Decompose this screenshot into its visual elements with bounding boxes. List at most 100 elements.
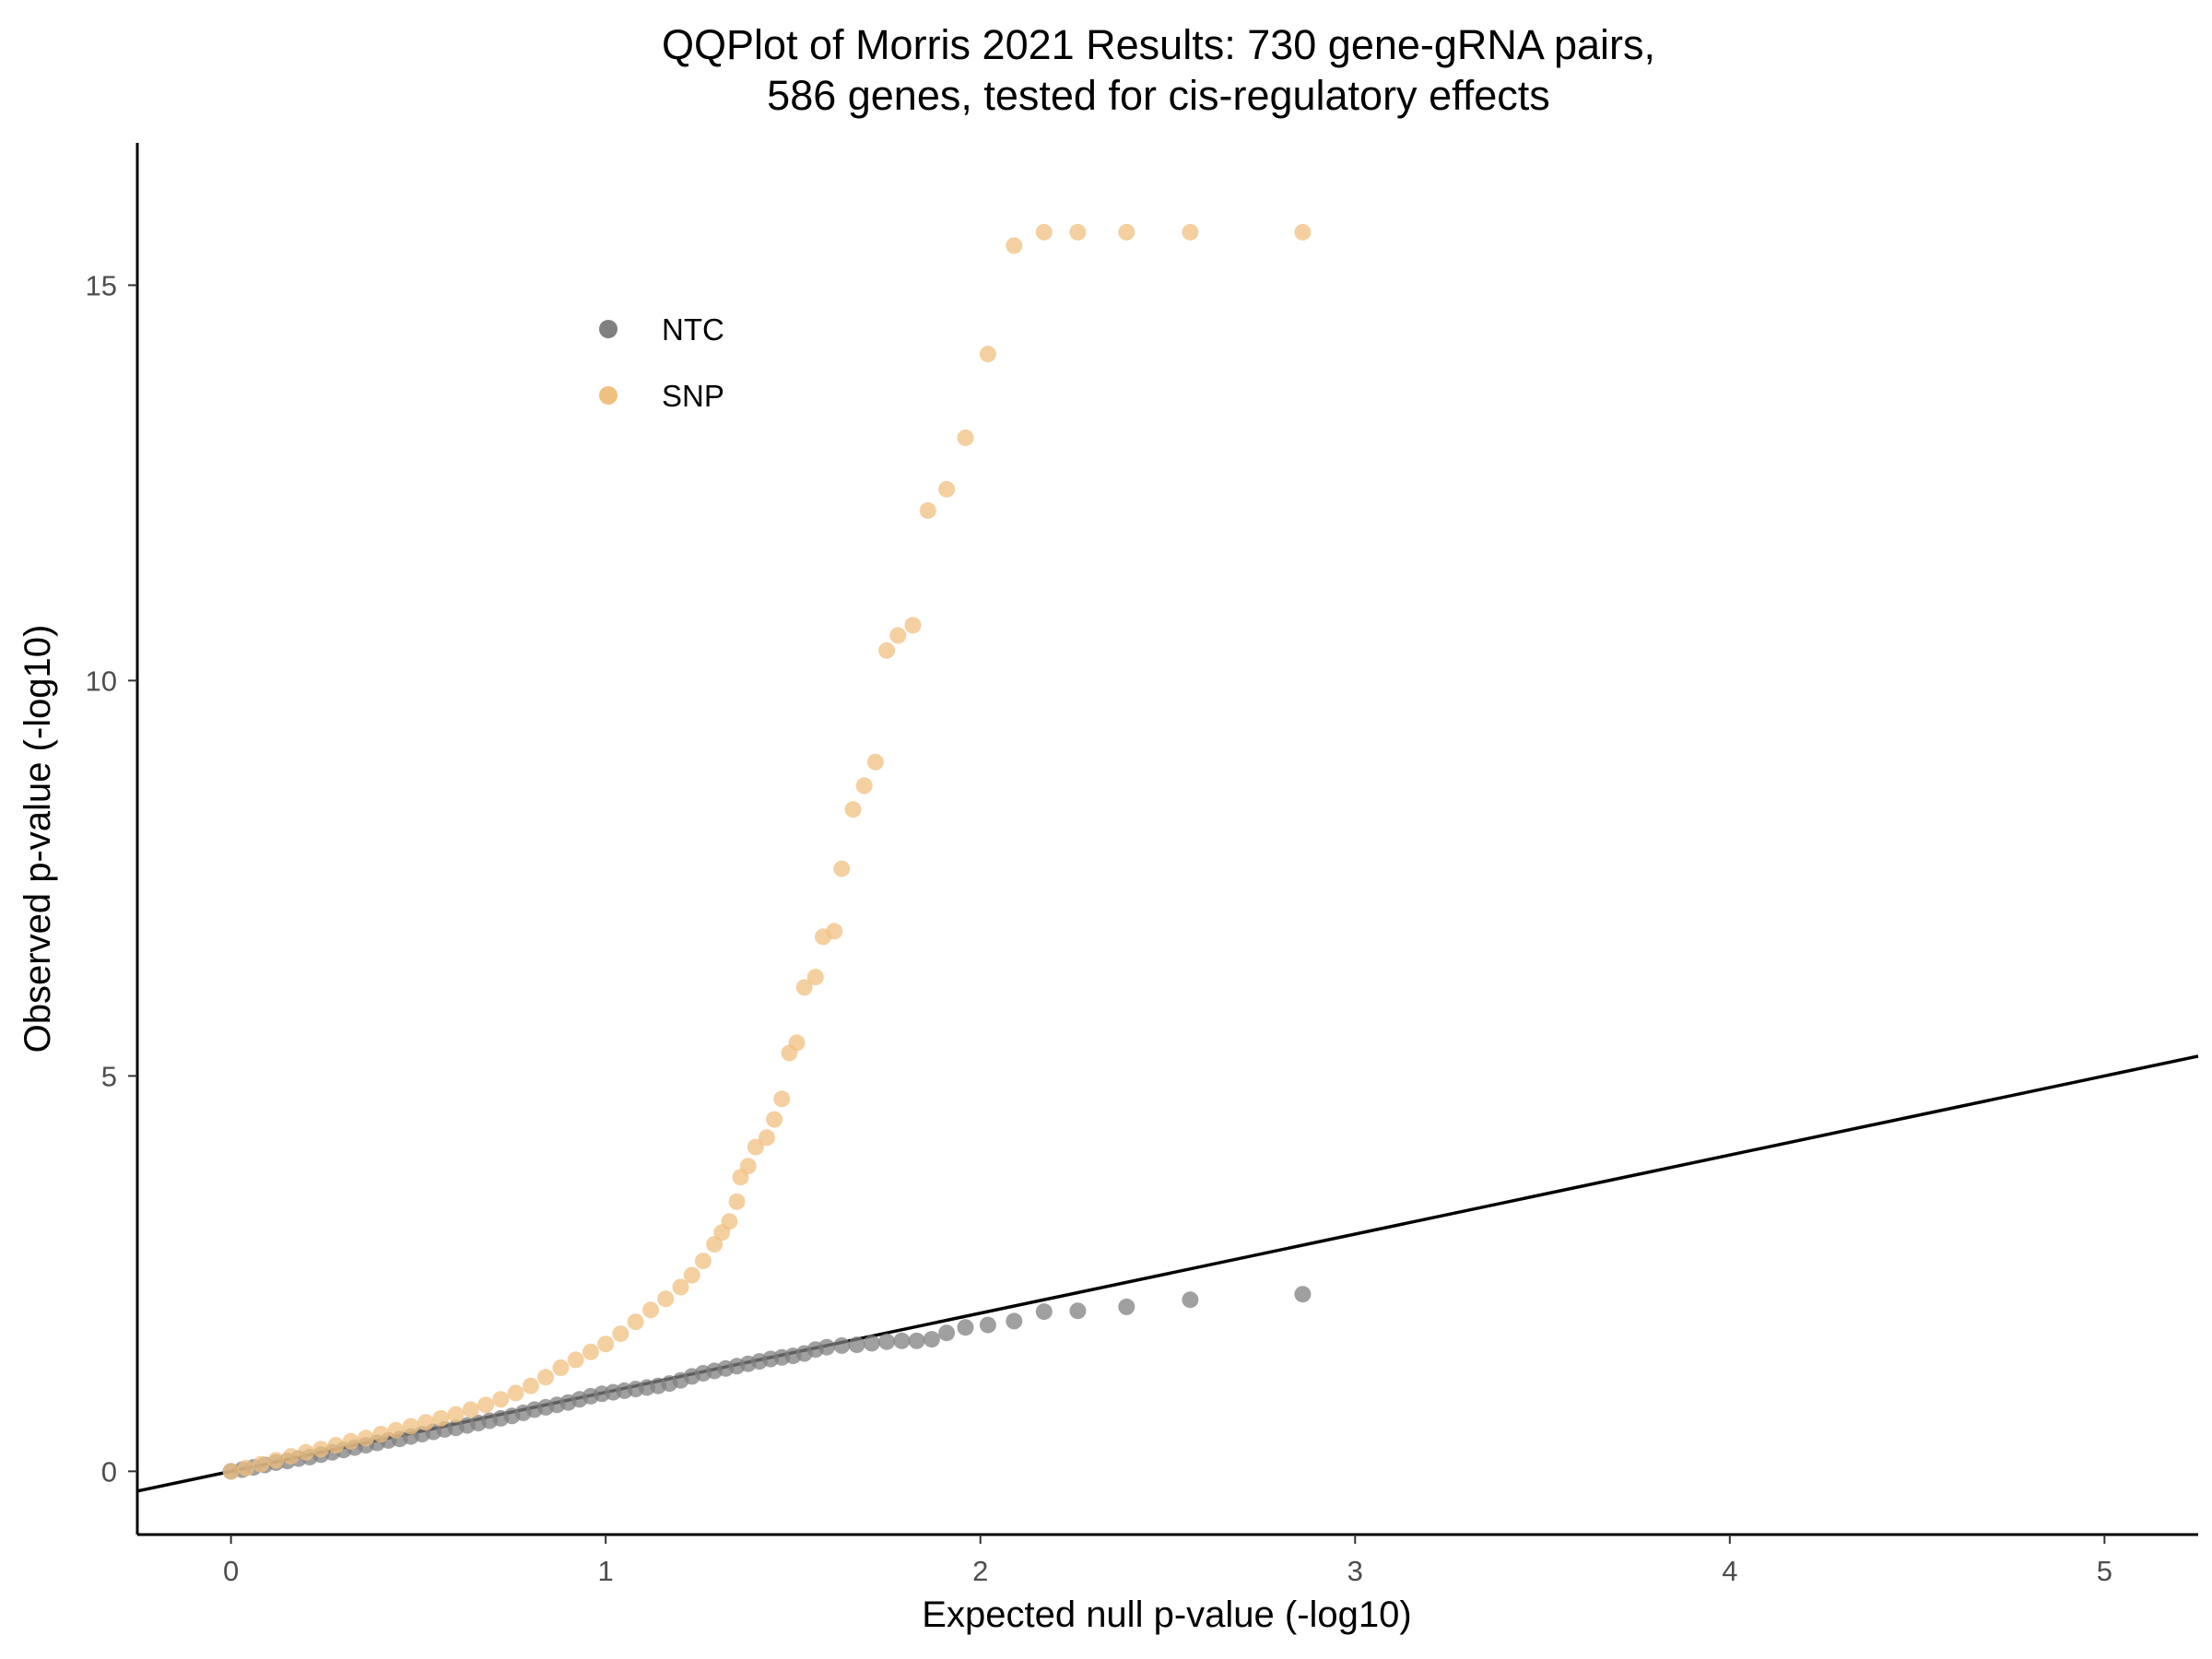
snp-point xyxy=(627,1313,644,1331)
ntc-point xyxy=(923,1331,940,1348)
snp-points-layer xyxy=(222,223,1312,1480)
snp-point xyxy=(477,1396,495,1414)
snp-point xyxy=(728,1193,746,1210)
snp-point xyxy=(657,1290,675,1308)
snp-point xyxy=(739,1158,757,1175)
x-tick-label: 5 xyxy=(2097,1555,2112,1587)
x-tick-label: 4 xyxy=(1722,1555,1737,1587)
snp-point xyxy=(833,860,851,877)
snp-point xyxy=(795,979,813,996)
legend: NTC SNP xyxy=(599,312,724,413)
snp-point xyxy=(904,617,922,634)
ntc-points-layer xyxy=(222,1286,1312,1480)
ntc-point xyxy=(1035,1303,1053,1321)
y-tick-label: 15 xyxy=(86,269,117,301)
x-tick-label: 1 xyxy=(598,1555,614,1587)
snp-point xyxy=(706,1236,724,1253)
snp-point xyxy=(567,1351,584,1369)
snp-point xyxy=(1118,223,1135,241)
x-tick-label: 0 xyxy=(223,1555,239,1587)
snp-point xyxy=(342,1432,359,1450)
snp-point xyxy=(582,1343,599,1360)
legend-label-snp: SNP xyxy=(662,379,724,413)
snp-point xyxy=(327,1437,345,1454)
snp-point xyxy=(597,1335,615,1353)
snp-point xyxy=(372,1426,390,1442)
snp-point xyxy=(432,1409,450,1427)
snp-point xyxy=(642,1301,659,1319)
ntc-point xyxy=(1069,1302,1087,1320)
snp-point xyxy=(759,1129,775,1147)
y-axis-ticks: 0 5 10 15 xyxy=(86,269,137,1488)
snp-point xyxy=(747,1138,764,1156)
snp-point xyxy=(938,480,956,498)
ntc-point xyxy=(848,1336,865,1354)
snp-point xyxy=(1006,237,1023,254)
snp-point xyxy=(447,1406,465,1423)
legend-label-ntc: NTC xyxy=(662,312,724,347)
snp-point xyxy=(878,641,896,659)
snp-point xyxy=(855,777,873,794)
ntc-point xyxy=(1006,1312,1023,1330)
snp-point xyxy=(537,1369,555,1386)
ntc-point xyxy=(833,1336,851,1354)
ntc-point xyxy=(1182,1291,1199,1309)
snp-point xyxy=(866,753,884,771)
snp-point xyxy=(889,627,907,644)
x-axis-title: Expected null p-value (-log10) xyxy=(922,1594,1411,1635)
legend-key-ntc xyxy=(599,320,618,338)
snp-point xyxy=(402,1418,419,1435)
snp-point xyxy=(282,1448,300,1465)
snp-point xyxy=(1069,223,1087,241)
snp-point xyxy=(358,1430,374,1447)
snp-point xyxy=(297,1443,314,1461)
snp-point xyxy=(312,1441,330,1458)
ntc-point xyxy=(818,1338,835,1356)
chart-title: QQPlot of Morris 2021 Results: 730 gene-… xyxy=(662,21,1655,68)
y-axis-title: Observed p-value (-log10) xyxy=(18,625,58,1053)
ntc-point xyxy=(1118,1298,1135,1315)
snp-point xyxy=(222,1463,240,1480)
ntc-point xyxy=(979,1316,996,1334)
ntc-point xyxy=(908,1332,925,1349)
snp-point xyxy=(766,1111,783,1128)
snp-point xyxy=(253,1455,270,1473)
ntc-point xyxy=(957,1319,974,1336)
x-tick-label: 2 xyxy=(972,1555,988,1587)
snp-point xyxy=(979,346,996,363)
plot-panel xyxy=(136,223,2199,1493)
snp-point xyxy=(267,1452,285,1469)
snp-point xyxy=(694,1253,712,1270)
snp-point xyxy=(387,1421,405,1439)
ntc-point xyxy=(878,1333,896,1350)
snp-point xyxy=(1182,223,1199,241)
snp-point xyxy=(507,1384,524,1402)
snp-point xyxy=(418,1414,434,1431)
chart-subtitle: 586 genes, tested for cis-regulatory eff… xyxy=(767,72,1550,119)
snp-point xyxy=(1035,223,1053,241)
x-axis-ticks: 0 1 2 3 4 5 xyxy=(223,1535,2112,1587)
y-tick-label: 10 xyxy=(86,665,117,697)
snp-point xyxy=(672,1278,689,1296)
snp-point xyxy=(957,429,974,446)
snp-point xyxy=(552,1359,570,1376)
snp-point xyxy=(1294,223,1312,241)
legend-key-snp xyxy=(599,386,618,405)
ntc-point xyxy=(893,1332,911,1349)
x-tick-label: 3 xyxy=(1347,1555,1363,1587)
snp-point xyxy=(721,1213,738,1230)
snp-point xyxy=(919,501,936,519)
y-tick-label: 5 xyxy=(101,1060,117,1092)
snp-point xyxy=(683,1266,700,1284)
snp-point xyxy=(788,1034,806,1052)
snp-point xyxy=(237,1459,254,1477)
ntc-point xyxy=(938,1324,956,1342)
snp-point xyxy=(612,1325,629,1343)
y-tick-label: 0 xyxy=(101,1455,117,1488)
ntc-point xyxy=(1294,1286,1312,1303)
snp-point xyxy=(773,1090,791,1108)
snp-point xyxy=(522,1377,539,1394)
axes xyxy=(135,143,2198,1536)
snp-point xyxy=(844,801,862,818)
